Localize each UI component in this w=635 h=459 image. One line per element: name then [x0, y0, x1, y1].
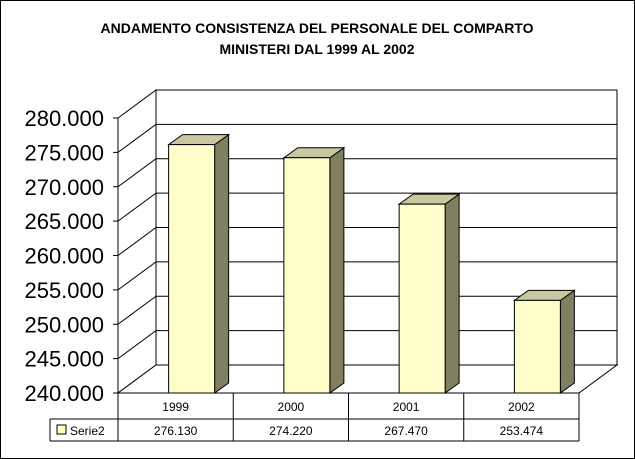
gridline	[117, 158, 617, 188]
gridline	[117, 295, 617, 325]
bars	[167, 133, 576, 394]
y-tick-label: 260.000	[24, 244, 104, 269]
y-tick-label: 275.000	[24, 140, 104, 165]
gridline	[117, 330, 617, 360]
data-label: 276.130	[154, 424, 198, 438]
bar-side	[329, 146, 345, 394]
gridlines	[113, 117, 617, 394]
legend-swatch	[56, 424, 67, 435]
x-category-label: 2001	[393, 400, 420, 414]
data-label: 274.220	[269, 424, 313, 438]
y-tick-label: 240.000	[24, 381, 104, 406]
bar-side	[444, 193, 460, 394]
y-tick-label: 265.000	[24, 209, 104, 234]
x-category-label: 1999	[162, 400, 189, 414]
bar	[513, 299, 561, 394]
data-table: 1999 276.130 2000 274.220 2001 267.470 2002 253…	[49, 393, 580, 442]
data-label: 253.474	[500, 424, 544, 438]
gridline	[117, 123, 617, 153]
bar	[398, 203, 446, 394]
y-axis-tick-labels: 240.000 245.000 250.000 255.000 260.000 265.0…	[24, 106, 104, 406]
y-tick-label: 245.000	[24, 347, 104, 372]
chart-title-line-1: ANDAMENTO CONSISTENZA DEL PERSONALE DEL …	[101, 20, 534, 36]
data-label: 267.470	[384, 424, 428, 438]
bar	[168, 144, 216, 394]
bar	[283, 157, 331, 394]
gridline	[117, 227, 617, 256]
chart-title-line-2: MINISTERI DAL 1999 AL 2002	[219, 41, 414, 57]
y-tick-label: 280.000	[24, 106, 104, 131]
gridline	[117, 192, 617, 222]
y-tick-label: 270.000	[24, 175, 104, 200]
bar-side	[214, 133, 230, 394]
x-category-label: 2000	[278, 400, 305, 414]
legend-series-name: Serie2	[70, 424, 105, 438]
bar-side	[559, 289, 575, 394]
y-tick-label: 250.000	[24, 312, 104, 337]
gridline	[117, 261, 617, 291]
x-category-label: 2002	[508, 400, 535, 414]
y-tick-label: 255.000	[24, 278, 104, 303]
